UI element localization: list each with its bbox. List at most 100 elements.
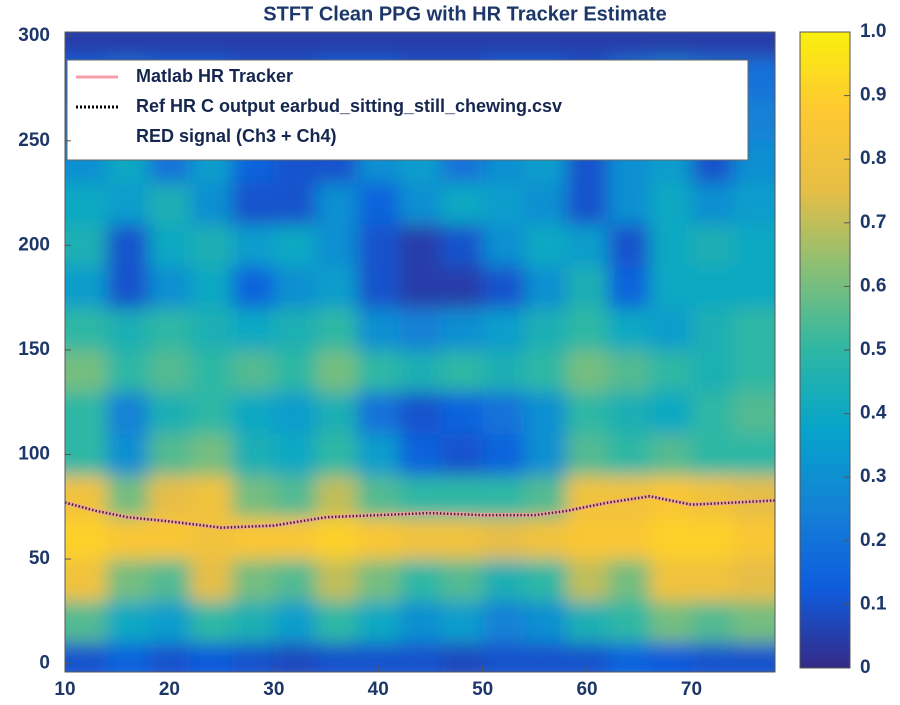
heatmap-cell	[148, 32, 191, 58]
heatmap-cell	[357, 600, 400, 644]
heatmap-cell	[65, 266, 108, 309]
heatmap-cell	[315, 475, 358, 518]
heatmap-cell	[691, 475, 734, 518]
colorbar-tick-label: 0.2	[860, 530, 886, 551]
heatmap-cell	[524, 349, 567, 393]
heatmap-cell	[733, 266, 775, 309]
heatmap-cell	[607, 266, 651, 309]
heatmap-cell	[649, 349, 692, 393]
colorbar-tick-label: 0.1	[860, 593, 887, 614]
heatmap-cell	[357, 391, 400, 435]
heatmap-cell	[106, 559, 150, 602]
heatmap-cell	[691, 600, 734, 644]
heatmap-cell	[482, 349, 525, 393]
heatmap-cell	[566, 391, 609, 435]
heatmap-cell	[524, 642, 567, 672]
heatmap-cell	[148, 308, 191, 351]
heatmap-cell	[148, 559, 191, 602]
heatmap-cell	[399, 182, 442, 225]
heatmap-cell	[691, 266, 734, 309]
heatmap-cell	[691, 182, 734, 225]
axes: 10 20 30 40 50 60 70 0 50 100 150 200 250 300 0 0.1 0.2 0…	[18, 21, 887, 700]
heatmap-cell	[106, 642, 150, 672]
heatmap-cell	[148, 600, 191, 644]
x-tick-label: 30	[263, 679, 284, 700]
heatmap-cell	[440, 391, 484, 435]
heatmap-cell	[482, 600, 525, 644]
y-tick-label: 300	[18, 25, 50, 46]
heatmap-cell	[106, 475, 150, 518]
heatmap-cell	[607, 517, 651, 560]
heatmap-cell	[691, 224, 734, 267]
heatmap-cell	[273, 308, 317, 351]
heatmap-cell	[566, 517, 609, 560]
heatmap-cell	[65, 391, 108, 435]
heatmap-cell	[607, 349, 651, 393]
heatmap-cell	[190, 266, 233, 309]
heatmap-cell	[649, 517, 692, 560]
heatmap-cell	[190, 391, 233, 435]
heatmap-cell	[357, 266, 400, 309]
heatmap-cell	[315, 642, 358, 672]
heatmap-cell	[482, 266, 525, 309]
heatmap-cell	[315, 32, 358, 58]
heatmap-cell	[607, 600, 651, 644]
heatmap-cell	[524, 433, 567, 476]
heatmap-cell	[566, 600, 609, 644]
heatmap-cell	[106, 32, 150, 58]
heatmap-cell	[357, 308, 400, 351]
heatmap-cell	[148, 224, 191, 267]
heatmap-cell	[315, 600, 358, 644]
x-tick-label: 40	[368, 679, 389, 700]
heatmap-cell	[440, 600, 484, 644]
colorbar-tick-label: 0.9	[860, 85, 886, 106]
heatmap-cell	[482, 433, 525, 476]
heatmap-cell	[733, 642, 775, 672]
x-tick-label: 10	[54, 679, 75, 700]
heatmap-cell	[524, 559, 567, 602]
heatmap-cell	[65, 433, 108, 476]
hr-line	[65, 495, 775, 529]
heatmap-cell	[566, 349, 609, 393]
heatmap-cell	[524, 182, 567, 225]
heatmap-cell	[106, 433, 150, 476]
heatmap-cell	[607, 182, 651, 225]
heatmap-cell	[232, 266, 275, 309]
heatmap-cell	[190, 308, 233, 351]
heatmap-cell	[65, 642, 108, 672]
heatmap-cell	[482, 224, 525, 267]
heatmap-cell	[190, 349, 233, 393]
heatmap-cell	[399, 642, 442, 672]
heatmap-cell	[649, 391, 692, 435]
heatmap-cell	[65, 559, 108, 602]
colorbar-tick-label: 0.8	[860, 148, 886, 169]
colorbar-tick-label: 1.0	[860, 21, 886, 42]
heatmap-cell	[524, 266, 567, 309]
heatmap-cell	[315, 224, 358, 267]
heatmap-cell	[524, 32, 567, 58]
heatmap-cell	[399, 475, 442, 518]
heatmap-cell	[65, 600, 108, 644]
heatmap-cell	[232, 391, 275, 435]
heatmap-cell	[649, 642, 692, 672]
heatmap-cell	[524, 224, 567, 267]
heatmap-cell	[440, 32, 484, 58]
heatmap-cell	[357, 182, 400, 225]
heatmap-cell	[357, 475, 400, 518]
heatmap-cell	[482, 642, 525, 672]
x-tick-label: 60	[576, 679, 597, 700]
heatmap-cell	[482, 182, 525, 225]
y-tick-label: 250	[18, 130, 50, 151]
heatmap-cell	[524, 391, 567, 435]
heatmap-cell	[148, 391, 191, 435]
heatmap-cell	[607, 391, 651, 435]
heatmap-cell	[399, 517, 442, 560]
heatmap-cell	[649, 224, 692, 267]
heatmap-cell	[691, 517, 734, 560]
heatmap-cell	[649, 433, 692, 476]
heatmap-cell	[649, 308, 692, 351]
heatmap-cell	[566, 182, 609, 225]
colorbar-tick-label: 0.4	[860, 403, 887, 424]
heatmap-cell	[733, 308, 775, 351]
heatmap-cell	[273, 266, 317, 309]
